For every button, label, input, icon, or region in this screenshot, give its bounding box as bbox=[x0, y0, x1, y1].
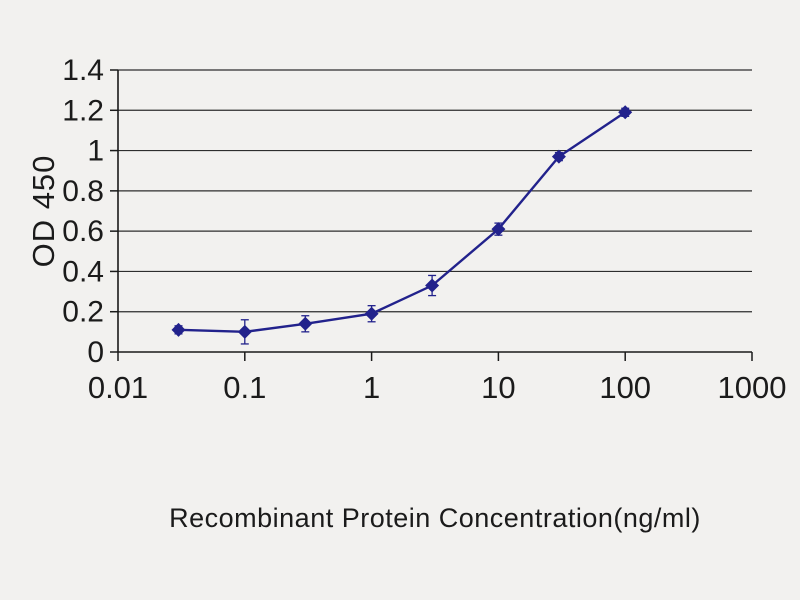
y-tick-label: 0.6 bbox=[62, 215, 104, 248]
y-tick-label: 1 bbox=[87, 135, 104, 168]
data-point-marker bbox=[551, 149, 566, 164]
y-tick-label: 0.8 bbox=[62, 175, 104, 208]
y-tick-label: 0 bbox=[87, 336, 104, 369]
data-point-marker bbox=[425, 278, 440, 293]
x-tick-label: 10 bbox=[481, 370, 515, 405]
data-point-marker bbox=[237, 324, 252, 339]
x-tick-label: 0.1 bbox=[223, 370, 266, 405]
data-point-marker bbox=[491, 222, 506, 237]
y-tick-label: 0.2 bbox=[62, 296, 104, 329]
y-axis-title: OD 450 bbox=[26, 154, 61, 268]
x-axis-title: Recombinant Protein Concentration(ng/ml) bbox=[169, 503, 701, 533]
data-line bbox=[178, 111, 626, 334]
data-point-marker bbox=[618, 105, 633, 120]
x-tick-label: 0.01 bbox=[88, 370, 148, 405]
y-tick-label: 1.2 bbox=[62, 94, 104, 127]
x-tick-label: 100 bbox=[599, 370, 651, 405]
y-tick-label: 0.4 bbox=[62, 255, 104, 288]
data-point-marker bbox=[171, 322, 186, 337]
x-tick-label: 1 bbox=[363, 370, 380, 405]
y-tick-label: 1.4 bbox=[62, 54, 104, 87]
data-point-marker bbox=[298, 316, 313, 331]
x-tick-label: 1000 bbox=[718, 370, 787, 405]
data-point-marker bbox=[364, 306, 379, 321]
